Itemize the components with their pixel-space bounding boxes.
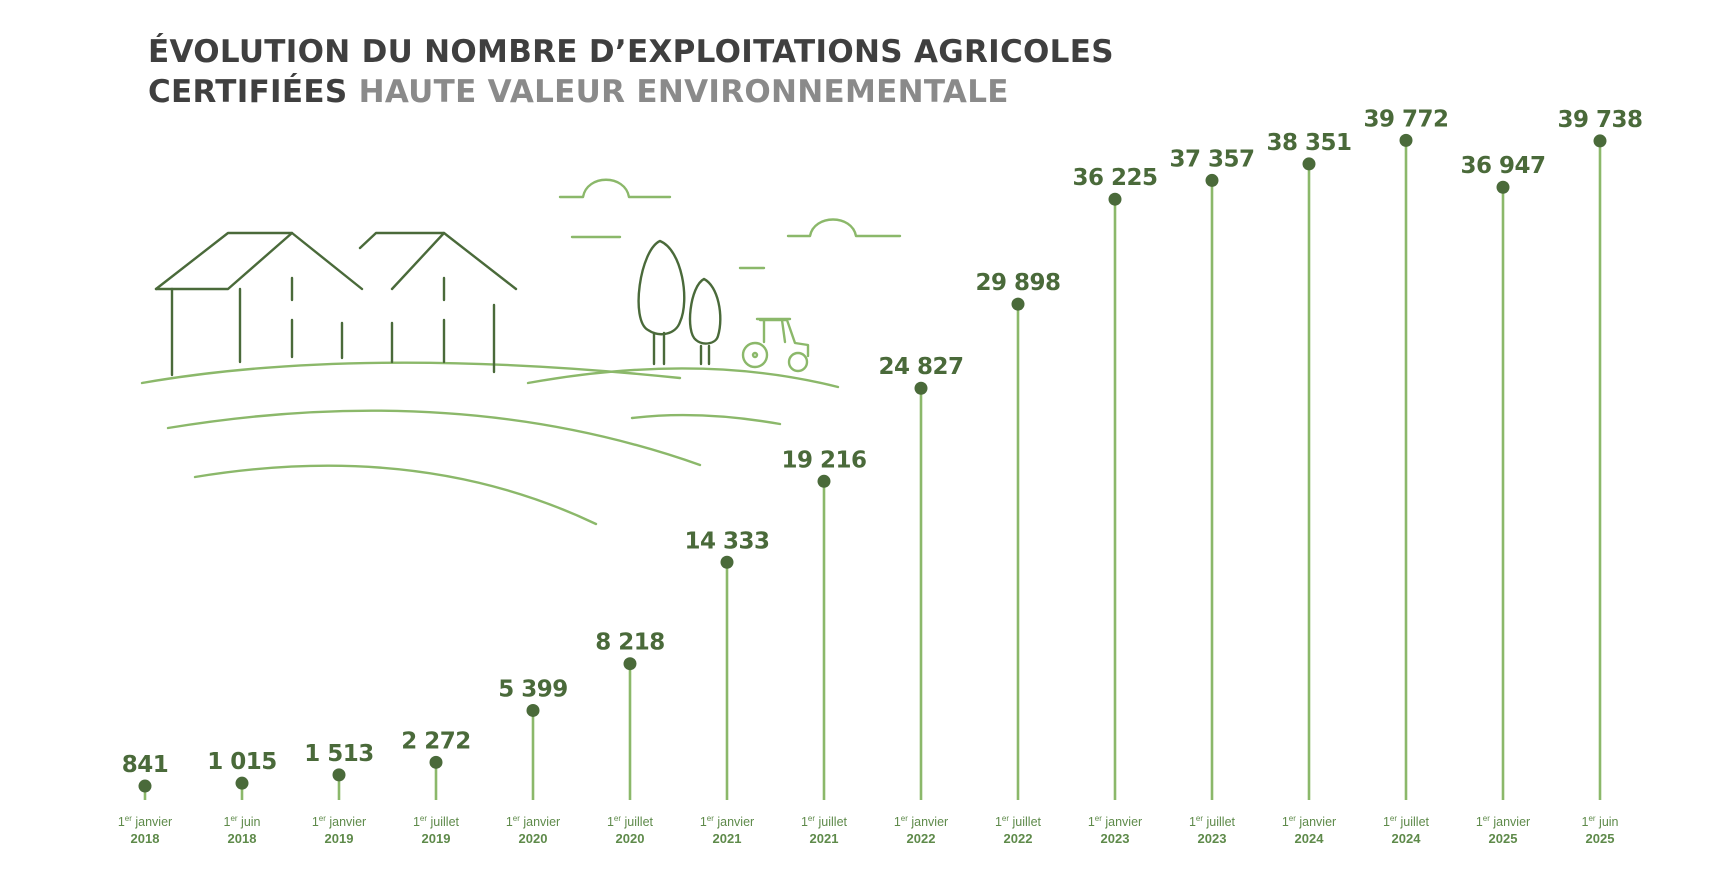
value-label-1: 1 015	[207, 749, 277, 775]
data-point-3	[429, 755, 443, 769]
trees-illustration	[637, 239, 722, 366]
x-tick-label-12: 1er janvier	[1282, 814, 1336, 829]
x-tick-label-4: 1er janvier	[506, 814, 560, 829]
value-label-8: 24 827	[878, 354, 963, 380]
value-label-7: 19 216	[781, 447, 866, 473]
value-label-0: 841	[122, 752, 169, 778]
x-tick-year-13: 2024	[1392, 831, 1422, 846]
data-point-2	[332, 768, 346, 782]
x-tick-year-5: 2020	[616, 831, 645, 846]
data-point-15	[1593, 134, 1607, 148]
x-tick-label-9: 1er juillet	[995, 814, 1042, 829]
x-tick-label-6: 1er janvier	[700, 814, 754, 829]
chart-title-line1: ÉVOLUTION DU NOMBRE D’EXPLOITATIONS AGRI…	[148, 34, 1114, 70]
x-tick-label-2: 1er janvier	[312, 814, 366, 829]
chart-title: ÉVOLUTION DU NOMBRE D’EXPLOITATIONS AGRI…	[148, 32, 1114, 112]
value-label-11: 37 357	[1169, 146, 1254, 172]
data-point-8	[914, 381, 928, 395]
x-tick-label-0: 1er janvier	[118, 814, 172, 829]
x-tick-label-14: 1er janvier	[1476, 814, 1530, 829]
data-point-5	[623, 657, 637, 671]
x-tick-year-0: 2018	[131, 831, 160, 846]
x-tick-year-6: 2021	[713, 831, 742, 846]
x-tick-label-15: 1er juin	[1581, 814, 1618, 829]
value-label-2: 1 513	[304, 741, 374, 767]
value-label-6: 14 333	[684, 528, 769, 554]
x-tick-year-12: 2024	[1295, 831, 1325, 846]
x-tick-label-7: 1er juillet	[801, 814, 848, 829]
data-point-0	[138, 779, 152, 793]
data-point-14	[1496, 180, 1510, 194]
x-tick-label-5: 1er juillet	[607, 814, 654, 829]
x-tick-year-7: 2021	[810, 831, 839, 846]
x-tick-year-14: 2025	[1489, 831, 1518, 846]
x-tick-year-10: 2023	[1101, 831, 1130, 846]
x-tick-year-15: 2025	[1586, 831, 1615, 846]
data-point-13	[1399, 133, 1413, 147]
x-tick-label-8: 1er janvier	[894, 814, 948, 829]
chart-title-line2-dark: CERTIFIÉES	[148, 74, 348, 110]
x-tick-label-1: 1er juin	[223, 814, 260, 829]
chart-title-line2-light: HAUTE VALEUR ENVIRONNEMENTALE	[358, 74, 1009, 110]
data-point-9	[1011, 297, 1025, 311]
farm-illustration	[140, 178, 902, 526]
data-point-1	[235, 776, 249, 790]
x-tick-year-2: 2019	[325, 831, 354, 846]
chart-marks: 841 1er janvier 2018 1 015 1er juin 2018 1 513…	[118, 106, 1643, 846]
x-tick-label-3: 1er juillet	[413, 814, 460, 829]
x-tick-year-8: 2022	[907, 831, 936, 846]
x-tick-year-9: 2022	[1004, 831, 1033, 846]
x-tick-year-1: 2018	[228, 831, 257, 846]
data-point-4	[526, 703, 540, 717]
data-point-11	[1205, 173, 1219, 187]
value-label-10: 36 225	[1072, 165, 1157, 191]
fields-illustration	[140, 361, 840, 526]
tractor-icon	[741, 317, 810, 373]
x-tick-label-13: 1er juillet	[1383, 814, 1430, 829]
data-point-6	[720, 555, 734, 569]
x-tick-label-11: 1er juillet	[1189, 814, 1236, 829]
chart-title-line2: CERTIFIÉES HAUTE VALEUR ENVIRONNEMENTALE	[148, 74, 1009, 110]
x-tick-year-3: 2019	[422, 831, 451, 846]
value-label-9: 29 898	[975, 270, 1060, 296]
value-label-13: 39 772	[1363, 106, 1448, 132]
value-label-4: 5 399	[498, 676, 568, 702]
data-point-10	[1108, 192, 1122, 206]
x-tick-year-4: 2020	[519, 831, 548, 846]
clouds-illustration	[558, 178, 902, 270]
x-tick-label-10: 1er janvier	[1088, 814, 1142, 829]
value-label-5: 8 218	[595, 630, 665, 656]
data-point-12	[1302, 157, 1316, 171]
value-label-3: 2 272	[401, 728, 471, 754]
value-label-15: 39 738	[1557, 107, 1642, 133]
data-point-7	[817, 474, 831, 488]
x-tick-year-11: 2023	[1198, 831, 1227, 846]
barns-illustration	[154, 231, 518, 377]
value-label-14: 36 947	[1460, 153, 1545, 179]
value-label-12: 38 351	[1266, 130, 1351, 156]
